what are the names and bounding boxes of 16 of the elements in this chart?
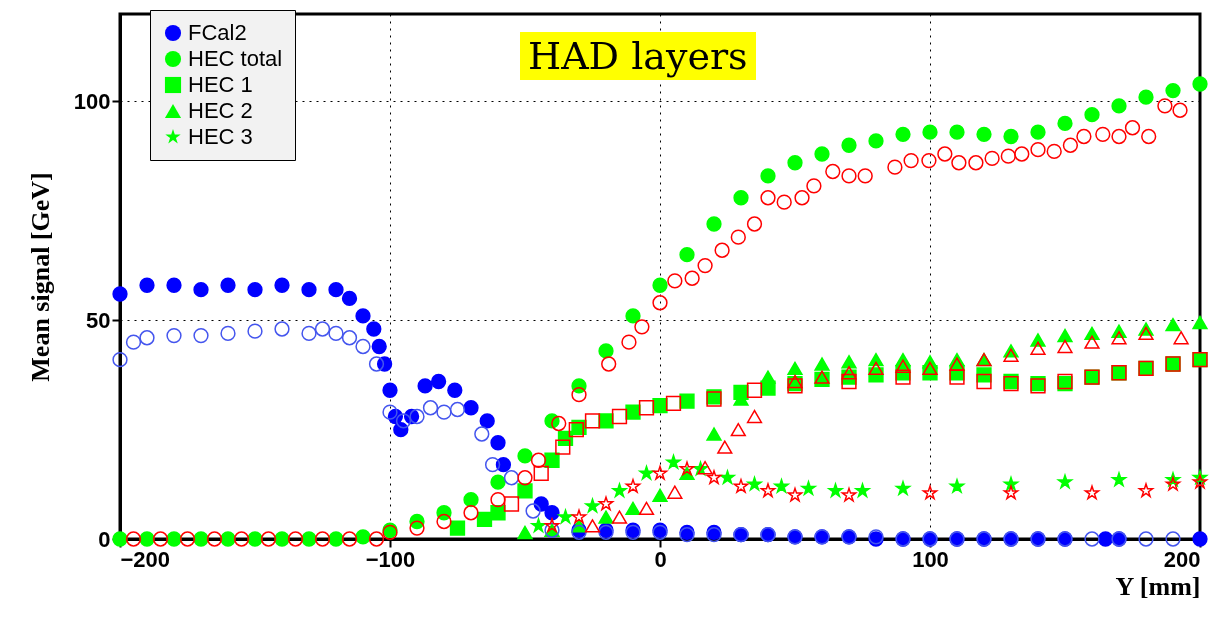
y-tick-label: 0 — [98, 526, 111, 552]
y-tick-label: 50 — [86, 307, 111, 333]
x-tick-label: 200 — [1163, 546, 1201, 572]
x-tick-label: 100 — [912, 546, 949, 572]
x-tick-label: −100 — [365, 546, 416, 572]
legend-label: FCal2 — [188, 20, 247, 45]
x-axis-title: Y [mm] — [1115, 571, 1201, 601]
y-tick-label: 100 — [73, 89, 111, 114]
text: HAD layers — [520, 32, 756, 80]
x-tick-label: −200 — [120, 546, 171, 572]
x-tick-label: 0 — [654, 546, 667, 572]
legend-label: HEC 2 — [188, 98, 253, 123]
legend-label: HEC total — [188, 46, 283, 71]
legend-label: HEC 3 — [188, 124, 253, 149]
legend-label: HEC 1 — [188, 72, 253, 97]
y-axis-title: Mean signal [GeV] — [25, 172, 55, 382]
